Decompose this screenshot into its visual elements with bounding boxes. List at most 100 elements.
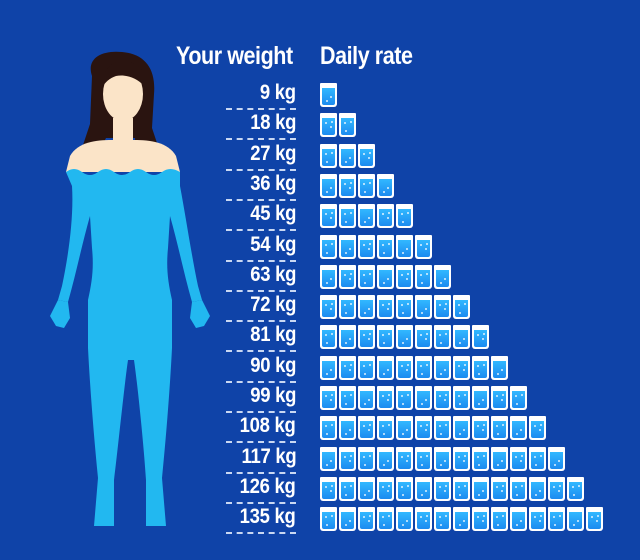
- water-glass-icon: [415, 446, 432, 471]
- water-glass-icon: [567, 476, 584, 501]
- rate-row: 126 kg: [0, 474, 640, 504]
- water-glass-icon: [396, 476, 413, 501]
- water-glass-icon: [396, 416, 413, 441]
- water-glass-icon: [434, 386, 451, 410]
- water-glass-icon: [320, 295, 337, 320]
- water-glass-icon: [339, 355, 356, 380]
- water-glass-icon: [396, 355, 413, 380]
- dashed-divider: [226, 168, 296, 171]
- weight-label: 9 kg: [260, 81, 296, 104]
- water-glass-icon: [548, 507, 565, 532]
- rate-row: 135 kg: [0, 504, 640, 535]
- water-glass-icon: [339, 507, 356, 532]
- water-glass-icon: [434, 446, 451, 471]
- rate-row: 18 kg: [0, 110, 640, 141]
- water-glass-icon: [339, 295, 356, 320]
- weight-label: 81 kg: [250, 323, 296, 347]
- water-glass-icon: [377, 204, 394, 229]
- water-glass-icon: [453, 416, 470, 441]
- water-glass-icon: [320, 416, 337, 441]
- water-glass-icon: [358, 325, 375, 350]
- water-glass-icon: [472, 507, 489, 532]
- water-glass-icon: [320, 113, 337, 138]
- water-glass-icon: [377, 446, 394, 471]
- water-glass-icon: [358, 386, 375, 410]
- water-glass-icon: [358, 355, 375, 380]
- water-glass-icon: [415, 234, 432, 259]
- dashed-divider: [226, 411, 296, 413]
- rate-row: 90 kg: [0, 353, 640, 383]
- shoulders: [66, 140, 180, 172]
- dashed-divider: [226, 501, 296, 504]
- water-glass-icon: [434, 507, 451, 532]
- water-glass-icon: [339, 416, 356, 441]
- rate-row: 72 kg: [0, 292, 640, 323]
- water-glass-icon: [339, 204, 356, 229]
- water-glass-icon: [453, 325, 470, 350]
- water-glass-icon: [320, 446, 337, 471]
- bodysuit: [58, 169, 202, 526]
- water-glass-icon: [472, 325, 489, 350]
- water-glass-icon: [396, 507, 413, 532]
- water-glass-icon: [320, 355, 337, 380]
- water-glass-icon: [339, 264, 356, 289]
- weight-label: 54 kg: [250, 232, 296, 256]
- water-glass-icon: [434, 355, 451, 380]
- water-glass-icon: [529, 507, 546, 532]
- water-glass-icon: [358, 416, 375, 441]
- dashed-divider: [226, 259, 296, 262]
- rate-row: 108 kg: [0, 413, 640, 444]
- water-glass-icon: [491, 476, 508, 501]
- water-glass-icon: [320, 386, 337, 410]
- water-glass-icon: [434, 264, 451, 289]
- water-glass-icon: [377, 507, 394, 532]
- water-glass-icon: [320, 83, 337, 107]
- dashed-divider: [226, 532, 296, 535]
- neck: [113, 118, 133, 144]
- dashed-divider: [226, 198, 296, 201]
- water-glass-icon: [472, 476, 489, 501]
- water-glass-icon: [377, 355, 394, 380]
- water-glass-icon: [415, 355, 432, 380]
- dashed-divider: [226, 229, 296, 232]
- water-glass-icon: [491, 355, 508, 380]
- rate-row: 9 kg: [0, 80, 640, 110]
- water-glass-icon: [320, 264, 337, 289]
- weight-label: 36 kg: [250, 171, 296, 195]
- water-glass-icon: [415, 507, 432, 532]
- rate-row: 63 kg: [0, 262, 640, 292]
- water-glass-icon: [377, 264, 394, 289]
- water-glass-icon: [434, 476, 451, 501]
- your-weight-header: Your weight: [176, 42, 293, 70]
- water-glass-icon: [396, 386, 413, 410]
- water-glass-icon: [396, 295, 413, 320]
- water-glass-icon: [453, 295, 470, 320]
- weight-label: 72 kg: [250, 293, 296, 317]
- water-glass-icon: [415, 325, 432, 350]
- water-glass-icon: [339, 173, 356, 198]
- water-glass-icon: [586, 507, 603, 532]
- water-glass-icon: [510, 507, 527, 532]
- water-glass-icon: [510, 386, 527, 410]
- weight-label: 117 kg: [241, 444, 296, 468]
- water-glass-icon: [434, 295, 451, 320]
- water-glass-icon: [320, 507, 337, 532]
- water-glass-icon: [358, 476, 375, 501]
- water-glass-icon: [529, 446, 546, 471]
- dashed-divider: [226, 441, 296, 444]
- water-glass-icon: [415, 295, 432, 320]
- water-glass-icon: [320, 173, 337, 198]
- water-glass-icon: [491, 507, 508, 532]
- water-glass-icon: [453, 446, 470, 471]
- water-glass-icon: [510, 446, 527, 471]
- weight-label: 99 kg: [250, 384, 296, 407]
- hair-fringe: [102, 61, 147, 88]
- dashed-divider: [226, 380, 296, 383]
- rate-row: 81 kg: [0, 322, 640, 353]
- water-glass-icon: [320, 234, 337, 259]
- water-glass-icon: [320, 204, 337, 229]
- water-glass-icon: [472, 416, 489, 441]
- dashed-divider: [226, 350, 296, 353]
- dashed-divider: [226, 108, 296, 110]
- water-glass-icon: [358, 173, 375, 198]
